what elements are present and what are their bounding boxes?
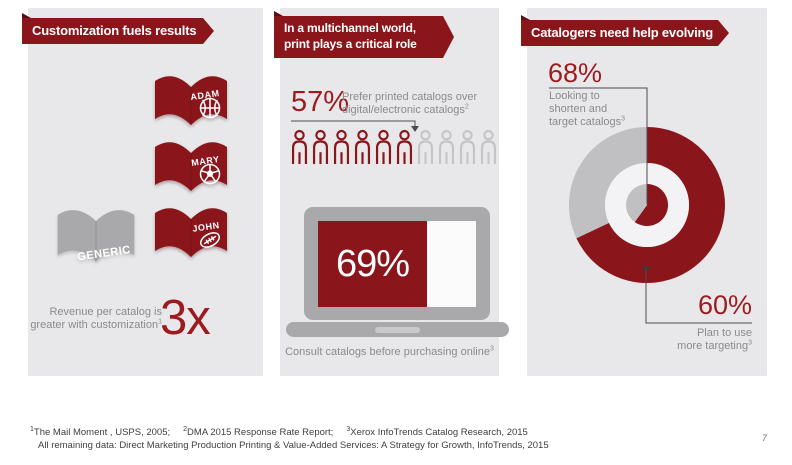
revenue-caption-line1: Revenue per catalog is: [49, 306, 162, 318]
catalog-name: JOHN: [192, 220, 221, 234]
ribbon-fold-icon: [22, 13, 31, 18]
panel-customization: [28, 8, 263, 376]
footnote-ref: 1: [158, 317, 162, 325]
catalog-adam: ADAM: [154, 68, 228, 134]
open-catalog-icon: [155, 208, 227, 257]
person-icon: [290, 129, 309, 165]
banner-line2: print plays a critical role: [284, 37, 417, 51]
person-icon: [437, 129, 456, 165]
person-icon: [311, 129, 330, 165]
soccer-ball-icon: [199, 163, 221, 185]
stat-57-value: 57%: [291, 86, 350, 118]
stat-60-caption-line2: more targeting: [677, 339, 749, 352]
stat-68-value: 68%: [548, 58, 603, 88]
stat-68-caption: Looking to shorten and target catalogs3: [549, 90, 659, 129]
footnote-ref: 3: [346, 425, 351, 433]
football-icon: [199, 232, 221, 248]
banner-customization: Customization fuels results: [22, 18, 214, 44]
footnote-2-text: DMA 2015 Response Rate Report;: [187, 427, 334, 438]
banner-multichannel-label: In a multichannel world, print plays a c…: [284, 21, 417, 52]
banner-multichannel: In a multichannel world, print plays a c…: [274, 16, 454, 58]
stat-68-caption-line3: target catalogs: [549, 116, 622, 128]
stat-69-value: 69%: [335, 242, 410, 285]
person-icon: [395, 129, 414, 165]
revenue-caption-line2: greater with customization: [30, 318, 159, 331]
stat-57-caption: Prefer printed catalogs over digital/ele…: [342, 91, 492, 117]
footnote-ref: 3: [489, 345, 494, 353]
laptop-screen: 69%: [318, 221, 476, 307]
footnote-ref: 3: [748, 338, 752, 346]
open-catalog-icon: [155, 142, 227, 191]
banner-catalogers-label: Catalogers need help evolving: [531, 24, 714, 40]
person-icon: [416, 129, 435, 165]
open-catalog-icon: [155, 76, 227, 125]
footnote-ref: 1: [30, 425, 34, 433]
multiplier-value: 3x: [160, 291, 211, 345]
laptop-icon: 69%: [304, 207, 490, 320]
ribbon-fold-icon: [521, 15, 530, 20]
catalog-mary: MARY: [154, 134, 228, 200]
stat-69-caption: Consult catalogs before purchasing onlin…: [280, 345, 499, 359]
banner-line1: In a multichannel world,: [284, 21, 416, 36]
stat-60-caption-line1: Plan to use: [696, 327, 752, 339]
laptop-screen-fill: 69%: [318, 221, 428, 307]
stat-68-caption-line1: Looking to: [549, 90, 600, 102]
person-icon: [479, 129, 498, 165]
stat-68-caption-line2: shorten and: [549, 103, 608, 115]
people-row: [290, 129, 498, 165]
stat-60-value: 60%: [697, 290, 752, 320]
footnote-sources: 1The Mail Moment , USPS, 2005; 2DMA 2015 …: [30, 425, 541, 438]
person-icon: [332, 129, 351, 165]
stat-57-caption-line2: digital/electronic catalogs: [342, 104, 465, 116]
ribbon-fold-icon: [274, 11, 283, 16]
page-number: 7: [762, 433, 768, 443]
banner-catalogers: Catalogers need help evolving: [521, 20, 729, 46]
person-icon: [353, 129, 372, 165]
catalog-generic: GENERIC: [56, 202, 136, 270]
footnote-2: 2DMA 2015 Response Rate Report;: [183, 425, 334, 438]
stat-57-caption-line1: Prefer printed catalogs over: [342, 91, 478, 103]
person-icon: [458, 129, 477, 165]
catalog-john: JOHN: [154, 200, 228, 266]
laptop-notch: [375, 327, 420, 333]
stat-60-caption: Plan to use more targeting3: [640, 327, 752, 352]
stat-69-caption-text: Consult catalogs before purchasing onlin…: [285, 346, 490, 358]
footnote-3: 3Xerox InfoTrends Catalog Research, 2015: [346, 425, 528, 438]
banner-customization-label: Customization fuels results: [32, 22, 197, 38]
footnote-remaining-data: All remaining data: Direct Marketing Pro…: [38, 440, 549, 451]
person-icon: [374, 129, 393, 165]
footnote-1-text: The Mail Moment , USPS, 2005;: [33, 427, 171, 438]
open-catalog-icon: [57, 210, 135, 262]
revenue-caption: Revenue per catalog is greater with cust…: [24, 306, 162, 331]
footnote-1: 1The Mail Moment , USPS, 2005;: [30, 425, 171, 438]
footnote-ref: 3: [621, 115, 626, 123]
laptop-base: [286, 322, 509, 337]
footnote-ref: 2: [464, 103, 469, 111]
basketball-icon: [199, 97, 221, 119]
panel-multichannel: [280, 8, 499, 376]
footnote-3-text: Xerox InfoTrends Catalog Research, 2015: [350, 427, 528, 438]
footnote-ref: 2: [183, 425, 188, 433]
